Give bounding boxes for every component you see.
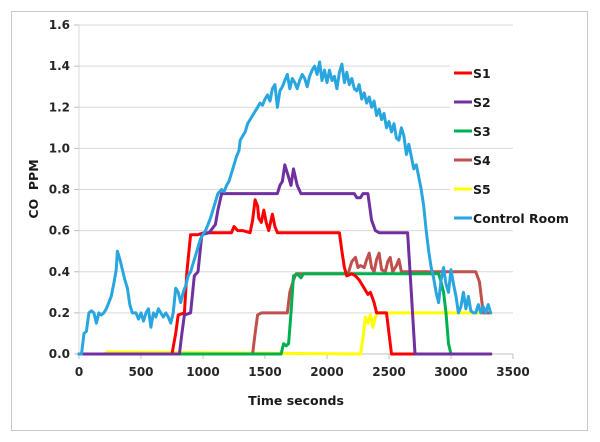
legend-label: S4 [473,153,491,168]
legend-item: S2 [450,93,570,110]
x-tick-label: 3000 [434,365,467,379]
x-tick-label: 500 [128,365,153,379]
legend-item-bg [450,122,570,138]
legend-item: S1 [450,64,570,81]
legend-label: S2 [473,95,491,110]
y-tick-label: 0.6 [49,224,70,238]
x-axis-ticks: 0 500 1000 1500 2000 2500 3000 3500 [75,354,530,379]
series-line-s1 [77,198,493,356]
legend-item: S3 [450,122,570,139]
x-tick-label: 3500 [496,365,529,379]
x-tick-label: 2500 [372,365,405,379]
y-tick-label: 0.0 [49,347,70,361]
y-tick-label: 1.2 [49,100,70,114]
series-lines [77,60,493,356]
legend-label: S1 [473,66,491,81]
legend-item-bg [450,209,570,225]
y-tick-label: 1.4 [49,59,70,73]
y-axis-ticks: 0.0 0.2 0.4 0.6 0.8 1.0 1.2 1.4 1.6 [49,18,79,361]
y-tick-label: 0.2 [49,306,70,320]
series-line-s4 [77,251,493,356]
legend-item-bg [450,151,570,167]
gridlines [79,24,513,314]
legend-item: Control Room [450,209,570,226]
x-tick-label: 1500 [248,365,281,379]
y-tick-label: 0.8 [49,183,70,197]
x-tick-label: 2000 [310,365,343,379]
x-axis-title: Time seconds [248,393,344,408]
series-line-s5 [77,311,493,356]
legend-label: S3 [473,124,491,139]
y-axis-title: CO PPM [26,159,41,218]
legend-item: S5 [450,180,570,197]
legend-label: Control Room [473,211,569,226]
x-tick-label: 0 [75,365,83,379]
x-tick-label: 1000 [186,365,219,379]
legend-item-bg [450,93,570,109]
legend-item: S4 [450,151,570,168]
series-line-s3 [77,272,493,356]
legend: S1 S2 S3 S4 S5 Control Room [450,64,570,226]
series-line-control-room [77,60,493,356]
y-tick-label: 1.6 [49,18,70,32]
legend-item-bg [450,180,570,196]
legend-item-bg [450,64,570,80]
legend-label: S5 [473,182,491,197]
series-line-s2 [77,163,493,356]
y-tick-label: 0.4 [49,265,70,279]
y-tick-label: 1.0 [49,141,70,155]
